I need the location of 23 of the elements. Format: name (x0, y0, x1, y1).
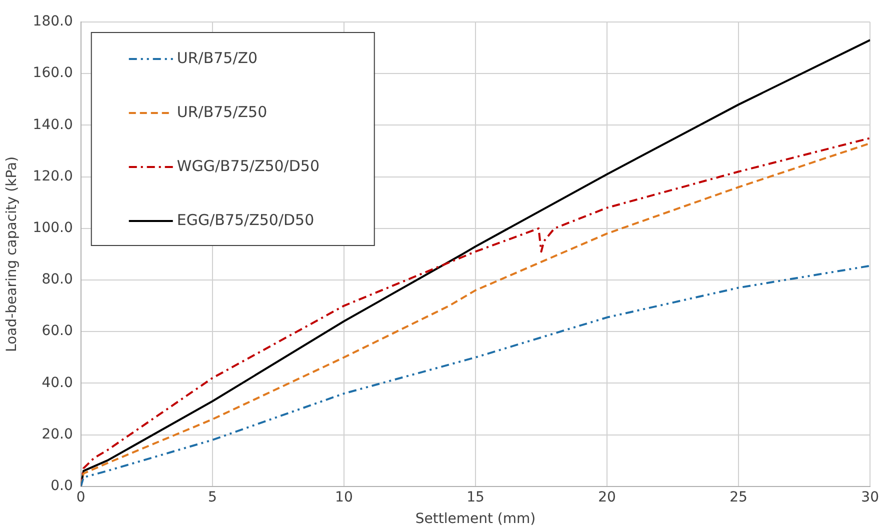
legend-label: UR/B75/Z0 (176, 48, 258, 67)
legend-label: EGG/B75/Z50/D50 (176, 210, 314, 229)
y-tick-label: 80.0 (42, 272, 73, 288)
x-tick-label: 0 (76, 489, 86, 506)
x-tick-label: 15 (466, 489, 484, 506)
y-tick-label: 60.0 (42, 323, 73, 340)
x-tick-label: 10 (335, 489, 353, 506)
y-axis-title: Load-bearing capacity (kPa) (4, 156, 20, 352)
legend-label: UR/B75/Z50 (176, 102, 268, 121)
y-tick-label: 120.0 (32, 168, 73, 184)
x-axis-title: Settlement (mm) (415, 511, 536, 528)
x-tick-label: 20 (598, 489, 616, 506)
y-tick-label: 0.0 (50, 478, 73, 494)
y-tick-label: 140.0 (32, 116, 73, 133)
y-tick-label: 20.0 (42, 426, 73, 442)
y-tick-label: 40.0 (42, 374, 73, 391)
y-tick-label: 160.0 (32, 65, 73, 82)
legend-label: WGG/B75/Z50/D50 (176, 156, 320, 175)
x-tick-label: 30 (861, 489, 880, 506)
x-tick-label: 5 (208, 489, 217, 506)
y-tick-label: 180.0 (32, 14, 73, 30)
y-tick-label: 100.0 (32, 220, 73, 236)
x-tick-label: 25 (730, 489, 748, 506)
